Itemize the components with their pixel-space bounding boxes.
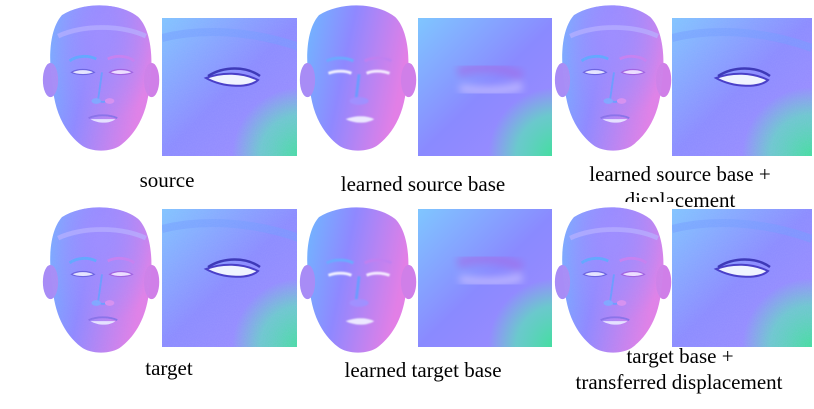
learned-target-base-face-panel [297,202,421,362]
target-eye-closeup-panel [162,209,302,347]
caption-learned-target-base: learned target base [344,358,502,382]
learned-source-disp-face-panel [552,0,676,160]
learned-source-base-eye-closeup-panel [418,18,558,156]
caption-source: source [139,168,195,192]
caption-target-transfer-line1: target base + [626,344,734,368]
caption-target-transfer-line2: transferred displacement [575,370,783,394]
learned-target-base-eye-closeup-panel [418,209,558,347]
target-face-panel [40,202,164,362]
source-face-panel [40,0,164,160]
caption-learned-source-base: learned source base [340,172,506,196]
learned-source-disp-eye-closeup-panel [672,18,812,156]
source-eye-closeup-panel [162,18,302,156]
learned-source-base-face-panel [297,0,421,160]
caption-learned-source-disp-line1: learned source base + [589,162,771,186]
caption-target: target [145,356,193,380]
target-transfer-eye-closeup-panel [672,209,812,347]
target-transfer-face-panel [552,202,676,362]
